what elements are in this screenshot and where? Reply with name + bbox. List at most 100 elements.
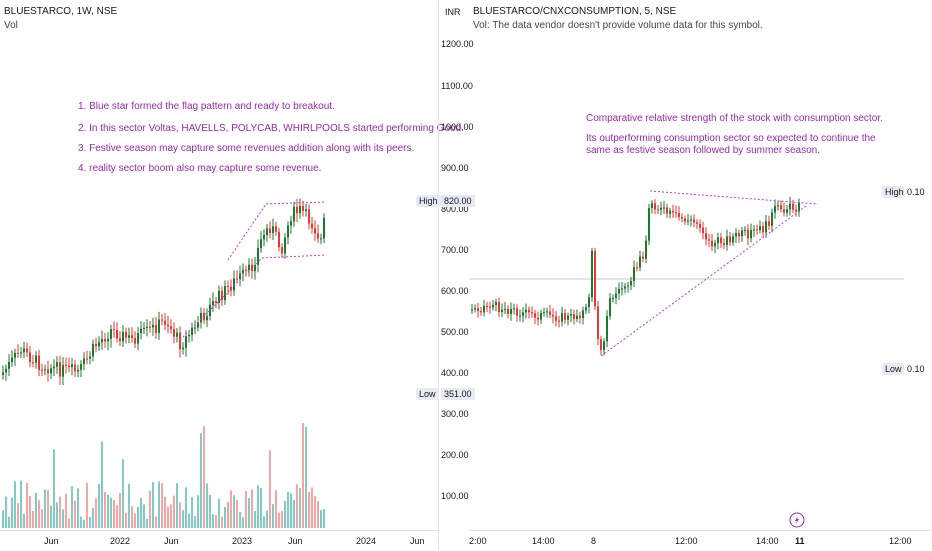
candle-body [134, 338, 136, 344]
time-tick: 2022 [110, 536, 131, 546]
candle-body [266, 228, 268, 236]
candle-body [591, 250, 593, 298]
candle-body [759, 226, 761, 231]
volume-bar [266, 510, 268, 528]
candle-body [756, 229, 758, 231]
candle-body [690, 219, 692, 221]
candle-body [723, 243, 725, 245]
volume-bar [263, 516, 265, 528]
candle-body [666, 207, 668, 214]
currency-label[interactable]: INR [445, 7, 461, 17]
volume-bar [74, 500, 76, 528]
volume-bar [149, 490, 151, 528]
candle-body [56, 362, 58, 367]
price-tick: 500.00 [441, 327, 469, 337]
candle-body [161, 319, 163, 321]
volume-bar [272, 504, 274, 528]
volume-bar [134, 513, 136, 528]
right-note-3: same as festive season followed by summe… [586, 145, 820, 156]
candle-body [281, 247, 283, 254]
right-symbol-title[interactable]: BLUESTARCO/CNXCONSUMPTION, 5, NSE [473, 6, 677, 17]
candle-body [675, 212, 677, 214]
price-tick: 700.00 [441, 245, 469, 255]
candle-body [639, 256, 641, 268]
volume-bar [290, 493, 292, 528]
candle-body [110, 329, 112, 339]
candle-body [648, 207, 650, 241]
candle-body [576, 315, 578, 320]
candle-body [11, 357, 13, 362]
time-tick: 2:00 [469, 536, 487, 546]
volume-bar [179, 502, 181, 528]
left-chart-panel[interactable]: BLUESTARCO, 1W, NSE Vol 1. Blue star for… [0, 0, 464, 550]
candle-body [708, 239, 710, 241]
candle-body [624, 286, 626, 289]
right-chart-panel[interactable]: BLUESTARCO/CNXCONSUMPTION, 5, NSE Vol: T… [469, 0, 932, 550]
volume-bar [188, 513, 190, 528]
lightning-icon[interactable] [789, 512, 805, 528]
candle-body [795, 209, 797, 212]
candle-body [630, 280, 632, 286]
candle-body [522, 312, 524, 316]
candle-body [798, 202, 800, 212]
time-tick: 2024 [356, 536, 377, 546]
left-symbol-title[interactable]: BLUESTARCO, 1W, NSE [4, 6, 118, 17]
candle-body [245, 269, 247, 271]
candle-body [531, 312, 533, 314]
candle-body [77, 369, 79, 372]
candle-body [191, 327, 193, 335]
candle-body [308, 209, 310, 224]
volume-bar [2, 510, 4, 528]
candle-body [317, 233, 319, 239]
left-price-plot[interactable] [0, 0, 438, 550]
candle-body [519, 315, 521, 317]
volume-bar [104, 491, 106, 528]
candle-body [113, 329, 115, 331]
candle-body [260, 239, 262, 248]
time-tick: Jun [410, 536, 425, 546]
volume-bar [296, 484, 298, 528]
volume-bar [293, 499, 295, 528]
volume-bar [311, 487, 313, 528]
price-tick: 900.00 [441, 163, 469, 173]
price-tick: 300.00 [441, 409, 469, 419]
candle-body [167, 324, 169, 327]
candle-body [513, 308, 515, 310]
candle-body [696, 222, 698, 224]
candle-body [597, 306, 599, 340]
candle-body [305, 209, 307, 211]
volume-bar [56, 502, 58, 528]
candle-body [747, 229, 749, 239]
candle-body [555, 316, 557, 321]
volume-bar [41, 509, 43, 528]
volume-bar [236, 500, 238, 528]
volume-bar [110, 497, 112, 528]
volume-bar [125, 512, 127, 528]
candle-body [567, 315, 569, 320]
right-time-axis[interactable] [469, 530, 932, 551]
candle-body [65, 364, 67, 366]
candle-body [684, 218, 686, 222]
candle-body [254, 264, 256, 272]
candle-body [152, 324, 154, 328]
time-tick: 11 [795, 536, 805, 546]
right-price-plot[interactable] [469, 0, 932, 550]
candle-body [107, 338, 109, 342]
left-high-value: 820.00 [441, 195, 475, 207]
volume-bar [89, 516, 91, 528]
volume-bar [113, 499, 115, 528]
candle-body [38, 355, 40, 370]
candle-body [507, 308, 509, 314]
candle-body [636, 267, 638, 269]
candle-body [86, 358, 88, 360]
price-tick: 1100.00 [441, 81, 473, 91]
candle-body [257, 247, 259, 265]
left-time-axis[interactable] [0, 530, 438, 551]
candle-body [753, 229, 755, 231]
flag-lower-line [261, 254, 327, 259]
left-price-scale[interactable] [438, 0, 469, 550]
volume-bar [47, 490, 49, 528]
flag-upper-line [227, 203, 267, 261]
candle-body [603, 341, 605, 351]
candle-body [272, 226, 274, 233]
